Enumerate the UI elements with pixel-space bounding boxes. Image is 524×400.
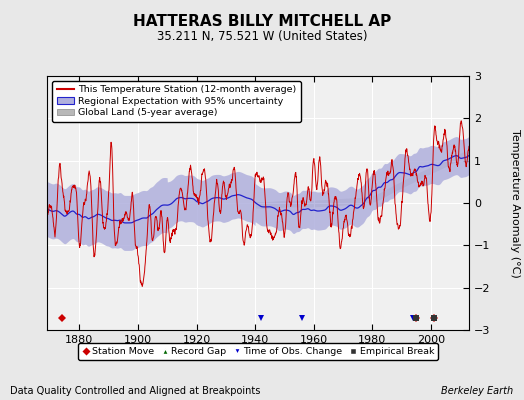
Text: HATTERAS BILLY MITCHELL AP: HATTERAS BILLY MITCHELL AP bbox=[133, 14, 391, 29]
Text: 35.211 N, 75.521 W (United States): 35.211 N, 75.521 W (United States) bbox=[157, 30, 367, 43]
Text: Data Quality Controlled and Aligned at Breakpoints: Data Quality Controlled and Aligned at B… bbox=[10, 386, 261, 396]
Text: Berkeley Earth: Berkeley Earth bbox=[441, 386, 514, 396]
Legend: Station Move, Record Gap, Time of Obs. Change, Empirical Break: Station Move, Record Gap, Time of Obs. C… bbox=[78, 343, 438, 360]
Y-axis label: Temperature Anomaly (°C): Temperature Anomaly (°C) bbox=[510, 129, 520, 277]
Legend: This Temperature Station (12-month average), Regional Expectation with 95% uncer: This Temperature Station (12-month avera… bbox=[52, 81, 301, 122]
